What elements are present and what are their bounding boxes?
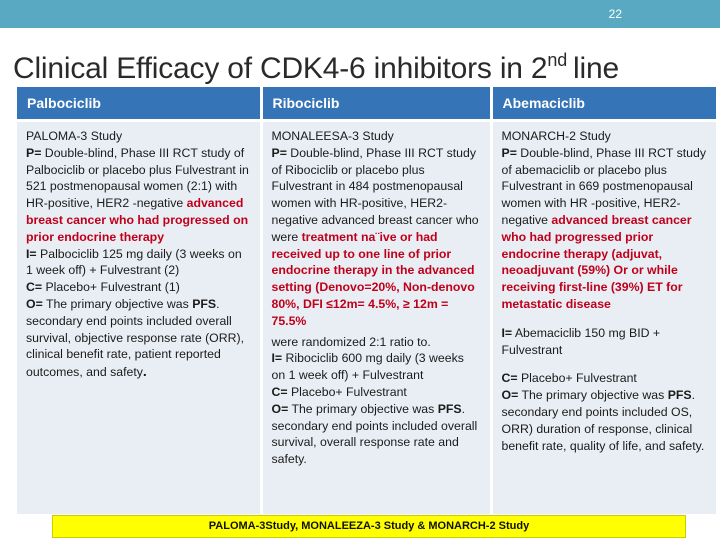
study-name: MONALEESA-3 Study bbox=[271, 129, 394, 143]
cell-ribociclib: MONALEESA-3 Study P= Double-blind, Phase… bbox=[261, 119, 493, 514]
population-text: P= Double-blind, Phase III RCT study of … bbox=[271, 145, 479, 328]
header-abemaciclib: Abemaciclib bbox=[491, 87, 716, 121]
comparison-text: C= Placebo+ Fulvestrant bbox=[271, 384, 407, 399]
title-superscript: nd bbox=[547, 50, 568, 70]
comparison-table: Palbociclib Ribociclib Abemaciclib PALOM… bbox=[17, 87, 716, 514]
header-palbociclib: Palbociclib bbox=[17, 87, 263, 121]
footer-banner: PALOMA-3Study, MONALEEZA-3 Study & MONAR… bbox=[52, 515, 686, 538]
table-body-row: PALOMA-3 Study P= Double-blind, Phase II… bbox=[17, 119, 716, 514]
outcome-text: O= The primary objective was PFS. second… bbox=[26, 296, 245, 380]
randomization-text: were randomized 2:1 ratio to. bbox=[271, 334, 431, 349]
intervention-text: I= Abemaciclib 150 mg BID + Fulvestrant bbox=[501, 325, 661, 357]
cell-palbociclib: PALOMA-3 Study P= Double-blind, Phase II… bbox=[17, 119, 263, 514]
outcome-text: O= The primary objective was PFS. second… bbox=[501, 388, 705, 453]
page-number: 22 bbox=[608, 7, 622, 21]
comparison-text: C= Placebo+ Fulvestrant (1) bbox=[26, 280, 180, 295]
title-tail: line bbox=[573, 52, 619, 85]
header-ribociclib: Ribociclib bbox=[261, 87, 493, 121]
study-name: MONARCH-2 Study bbox=[501, 129, 611, 143]
slide-title: Clinical Efficacy of CDK4-6 inhibitors i… bbox=[13, 50, 619, 86]
table-header-row: Palbociclib Ribociclib Abemaciclib bbox=[17, 87, 716, 121]
cell-abemaciclib: MONARCH-2 Study P= Double-blind, Phase I… bbox=[491, 119, 716, 514]
top-bar bbox=[0, 0, 720, 28]
intervention-text: I= Palbociclib 125 mg daily (3 weeks on … bbox=[26, 246, 242, 278]
title-bar bbox=[0, 28, 720, 90]
intervention-text: I= Ribociclib 600 mg daily (3 weeks on 1… bbox=[271, 351, 464, 383]
study-name: PALOMA-3 Study bbox=[26, 129, 123, 143]
population-text: P= Double-blind, Phase III RCT study of … bbox=[501, 145, 707, 311]
population-text: P= Double-blind, Phase III RCT study of … bbox=[26, 145, 249, 244]
comparison-text: C= Placebo+ Fulvestrant bbox=[501, 371, 637, 386]
title-main: Clinical Efficacy of CDK4-6 inhibitors i… bbox=[13, 52, 548, 85]
outcome-text: O= The primary objective was PFS. second… bbox=[271, 401, 478, 467]
